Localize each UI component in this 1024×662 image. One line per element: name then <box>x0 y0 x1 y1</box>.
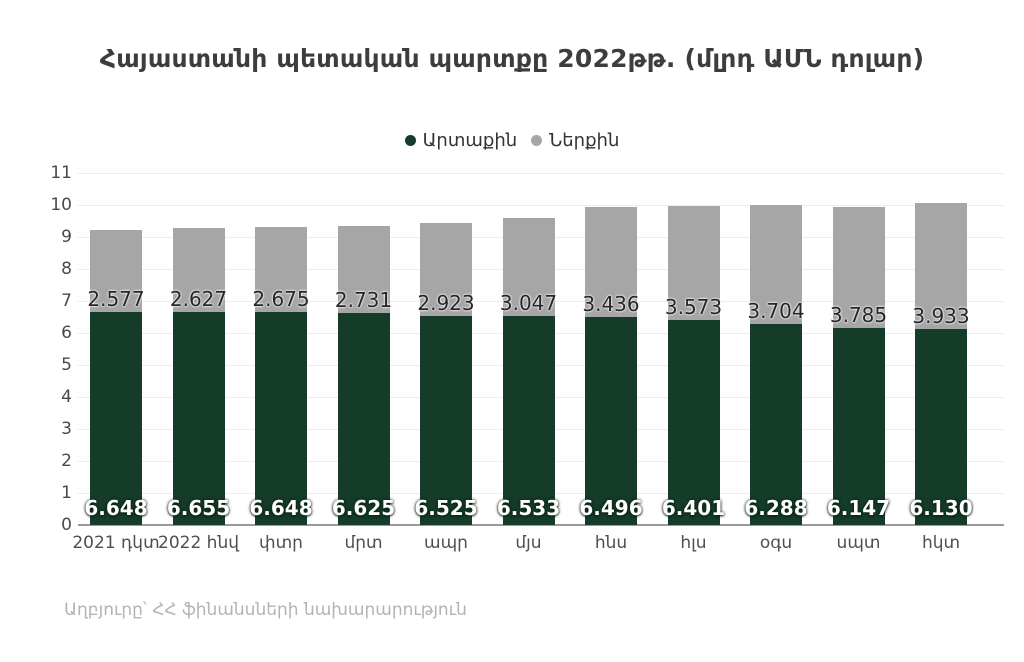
y-tick-label-5: 5 <box>61 355 72 375</box>
y-tick-label-2: 2 <box>61 451 72 471</box>
y-tick-label-1: 1 <box>61 483 72 503</box>
legend-item-internal: Ներքին <box>531 130 619 151</box>
gridline-y-10 <box>78 205 1004 206</box>
bar-internal-3 <box>255 226 307 313</box>
x-tick-label-3: փտր <box>259 533 303 553</box>
value-label-internal-10: 3.785 <box>829 303 888 328</box>
source-note: Աղբյուրը՝ ՀՀ ֆինանսների նախարարություն <box>64 600 467 620</box>
x-tick-label-6: մյս <box>515 533 542 553</box>
x-axis-line <box>78 524 1004 526</box>
y-tick-label-9: 9 <box>61 227 72 247</box>
y-tick-label-10: 10 <box>50 195 72 215</box>
legend-item-external: Արտաքին <box>404 130 518 151</box>
value-label-internal-9: 3.704 <box>747 298 805 323</box>
x-tick-label-7: հնս <box>594 533 628 553</box>
value-label-internal-4: 2.731 <box>334 288 393 312</box>
y-tick-label-7: 7 <box>61 291 72 311</box>
legend-dot-internal-icon <box>531 135 543 146</box>
y-tick-label-11: 11 <box>50 163 72 183</box>
value-label-external-10: 6.147 <box>826 496 891 520</box>
y-tick-label-4: 4 <box>61 387 72 407</box>
x-tick-label-11: հկտ <box>921 533 961 553</box>
bar-internal-2 <box>172 227 225 313</box>
x-tick-label-1: 2021 դկտ <box>72 533 160 553</box>
value-label-external-6: 6.533 <box>496 496 561 520</box>
x-tick-label-8: հլս <box>680 533 707 553</box>
bar-internal-7 <box>585 207 637 318</box>
legend-dot-external-icon <box>404 135 416 146</box>
value-label-external-3: 6.648 <box>249 496 313 520</box>
bar-external-2 <box>172 312 225 525</box>
bar-external-10 <box>832 328 885 525</box>
gridline-y-11 <box>78 173 1004 174</box>
bar-internal-10 <box>832 207 885 329</box>
legend-label-external: Արտաքին <box>422 130 518 151</box>
bar-internal-11 <box>915 202 967 329</box>
value-label-external-9: 6.288 <box>744 496 808 520</box>
value-label-internal-7: 3.436 <box>582 292 640 317</box>
bar-external-5 <box>420 316 472 525</box>
value-label-internal-11: 3.933 <box>912 303 970 328</box>
value-label-external-2: 6.655 <box>166 496 231 520</box>
bar-external-11 <box>915 328 967 525</box>
bar-internal-4 <box>337 225 390 313</box>
value-label-internal-8: 3.573 <box>664 295 723 320</box>
bar-internal-6 <box>502 218 555 316</box>
bar-external-8 <box>667 320 720 525</box>
x-tick-label-4: մրտ <box>344 533 383 553</box>
legend-label-internal: Ներքին <box>549 130 620 151</box>
legend: Արտաքին Ներքին <box>0 130 1024 151</box>
chart-title: Հայաստանի պետական պարտքը 2022թթ. (մլրդ Ա… <box>99 44 925 73</box>
y-tick-label-8: 8 <box>61 259 72 279</box>
value-label-internal-3: 2.675 <box>252 287 310 312</box>
x-tick-label-9: օգս <box>759 533 793 553</box>
value-label-external-8: 6.401 <box>661 496 726 520</box>
value-label-external-7: 6.496 <box>579 496 643 520</box>
bar-external-7 <box>585 317 637 525</box>
value-label-external-5: 6.525 <box>414 496 478 520</box>
x-tick-label-5: ապր <box>424 533 468 553</box>
bar-internal-5 <box>420 222 472 317</box>
bar-external-3 <box>255 312 307 525</box>
value-label-external-11: 6.130 <box>909 496 973 520</box>
bar-internal-8 <box>667 205 720 321</box>
value-label-internal-1: 2.577 <box>87 287 145 312</box>
bar-external-9 <box>750 323 802 525</box>
x-tick-label-10: սպտ <box>836 533 881 553</box>
value-label-external-4: 6.625 <box>331 496 396 520</box>
value-label-internal-2: 2.627 <box>169 287 228 312</box>
y-tick-label-6: 6 <box>61 323 72 343</box>
bar-external-1 <box>90 312 142 525</box>
value-label-internal-6: 3.047 <box>499 290 558 315</box>
bar-external-4 <box>337 313 390 525</box>
x-tick-label-2: 2022 հնվ <box>158 533 239 553</box>
y-tick-label-3: 3 <box>61 419 72 439</box>
value-label-external-1: 6.648 <box>84 496 148 520</box>
bar-internal-9 <box>750 205 802 324</box>
value-label-internal-5: 2.923 <box>417 291 475 316</box>
bar-internal-1 <box>90 229 142 313</box>
bar-external-6 <box>502 315 555 525</box>
y-tick-label-0: 0 <box>61 515 72 535</box>
